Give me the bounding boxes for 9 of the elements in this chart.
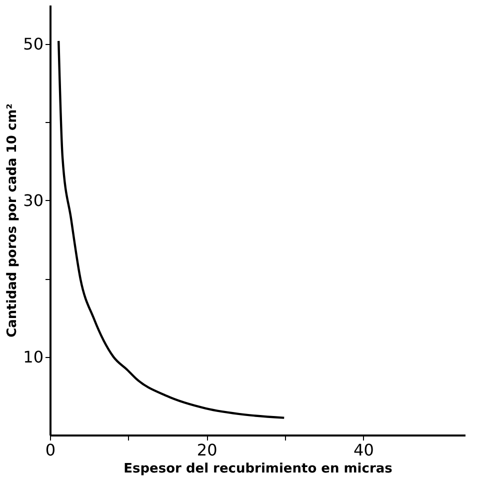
x-tick-label: 0: [45, 440, 56, 460]
y-tick-label: 10: [23, 347, 44, 366]
x-tick-label: 20: [196, 440, 218, 460]
line-series: [58, 40, 286, 419]
x-axis-title: Espesor del recubrimiento en micras: [124, 462, 393, 476]
y-tick-label: 30: [23, 190, 44, 210]
y-axis-title: Cantidad poros por cada 10 cm²: [5, 104, 20, 338]
y-tick-label: 50: [23, 34, 44, 54]
x-tick-label: 40: [354, 440, 374, 460]
